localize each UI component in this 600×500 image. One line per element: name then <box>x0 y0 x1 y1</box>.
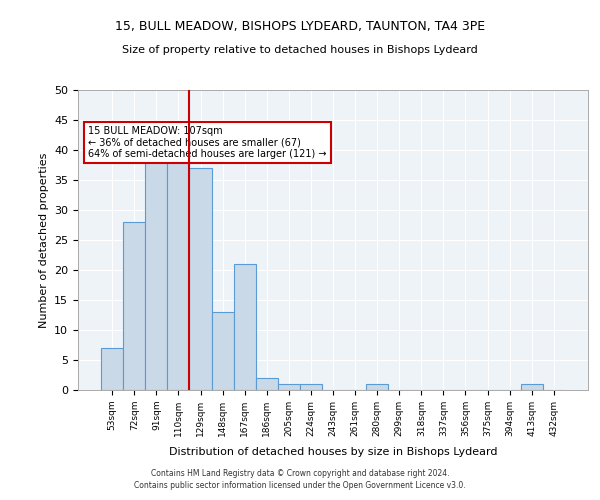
Bar <box>521 384 543 390</box>
Bar <box>145 162 167 390</box>
Text: 15, BULL MEADOW, BISHOPS LYDEARD, TAUNTON, TA4 3PE: 15, BULL MEADOW, BISHOPS LYDEARD, TAUNTO… <box>115 20 485 33</box>
Bar <box>366 384 388 390</box>
Bar <box>212 312 233 390</box>
Bar <box>233 264 256 390</box>
Bar <box>190 168 212 390</box>
Text: Contains HM Land Registry data © Crown copyright and database right 2024.
Contai: Contains HM Land Registry data © Crown c… <box>134 468 466 490</box>
Bar <box>278 384 300 390</box>
Bar <box>123 222 145 390</box>
Bar <box>167 156 190 390</box>
X-axis label: Distribution of detached houses by size in Bishops Lydeard: Distribution of detached houses by size … <box>169 447 497 457</box>
Y-axis label: Number of detached properties: Number of detached properties <box>38 152 49 328</box>
Bar <box>256 378 278 390</box>
Text: 15 BULL MEADOW: 107sqm
← 36% of detached houses are smaller (67)
64% of semi-det: 15 BULL MEADOW: 107sqm ← 36% of detached… <box>88 126 326 159</box>
Bar <box>300 384 322 390</box>
Bar <box>101 348 123 390</box>
Text: Size of property relative to detached houses in Bishops Lydeard: Size of property relative to detached ho… <box>122 45 478 55</box>
